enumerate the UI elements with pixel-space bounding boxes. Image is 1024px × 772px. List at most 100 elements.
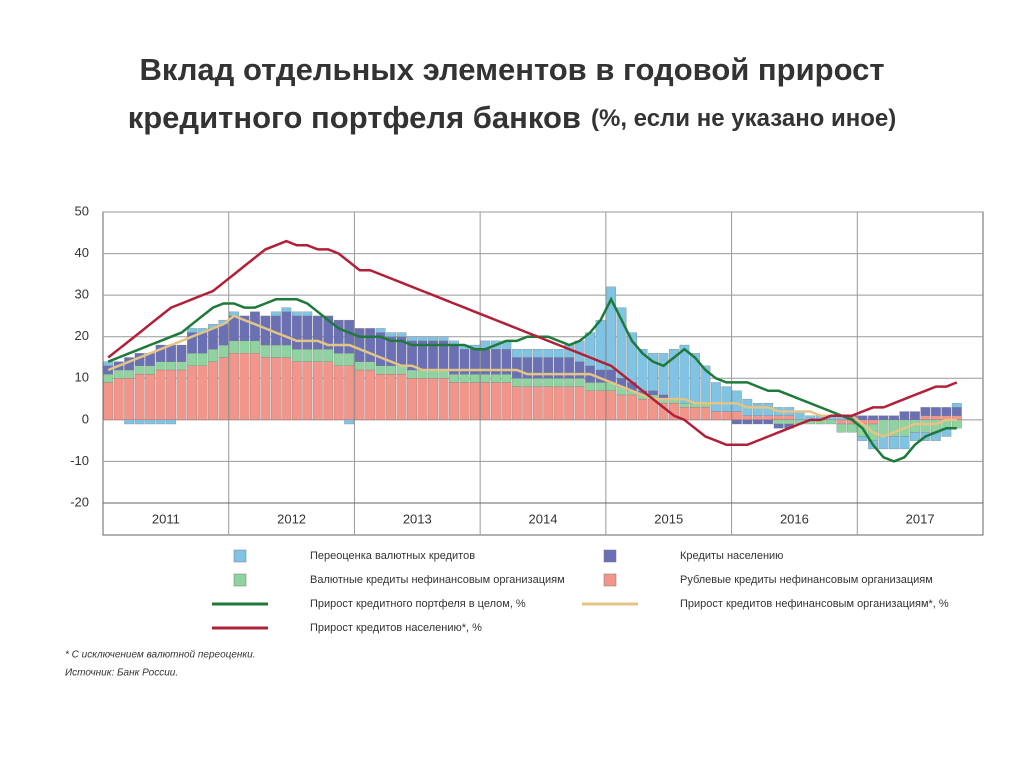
- y-tick-label: -20: [70, 494, 89, 509]
- bar: [365, 361, 376, 371]
- bar: [218, 324, 229, 346]
- bar: [721, 386, 732, 412]
- bar: [312, 315, 323, 350]
- bar: [155, 369, 166, 421]
- bar: [658, 353, 669, 396]
- bar: [333, 319, 344, 354]
- bar: [511, 349, 522, 358]
- bar: [501, 382, 512, 421]
- bar: [134, 373, 145, 421]
- bar: [679, 403, 690, 408]
- bar: [574, 361, 585, 379]
- bar: [134, 365, 145, 375]
- bar: [155, 344, 166, 362]
- bar: [731, 390, 742, 412]
- bar: [501, 373, 512, 383]
- bar: [459, 382, 470, 421]
- bar: [291, 311, 302, 317]
- bar: [113, 378, 124, 421]
- bar: [794, 411, 805, 421]
- bar: [490, 382, 501, 421]
- footnote: * С исключением валютной переоценки.: [65, 650, 255, 661]
- bar: [511, 378, 522, 387]
- bar: [229, 340, 239, 354]
- bar: [375, 328, 386, 333]
- bar: [920, 415, 931, 421]
- bar: [208, 328, 218, 350]
- legend-swatch: [233, 549, 247, 563]
- bar: [627, 394, 637, 421]
- bar: [386, 373, 396, 421]
- bar: [270, 344, 281, 358]
- bar: [951, 407, 962, 416]
- bar: [731, 411, 742, 421]
- bar: [281, 357, 292, 421]
- x-tick-label: 2016: [780, 511, 809, 526]
- bar: [826, 419, 836, 425]
- bar: [187, 365, 197, 421]
- bar: [847, 423, 857, 433]
- bar: [889, 436, 899, 450]
- bar: [208, 349, 218, 362]
- bar: [333, 353, 344, 366]
- bar: [648, 390, 658, 396]
- bar: [857, 436, 868, 441]
- bar: [312, 349, 323, 362]
- bar: [616, 307, 627, 379]
- bar: [218, 344, 229, 358]
- bar: [899, 411, 910, 421]
- bar: [532, 378, 543, 387]
- bar: [543, 378, 554, 387]
- bar: [354, 328, 365, 362]
- x-tick-label: 2017: [906, 511, 935, 526]
- bar: [438, 336, 449, 342]
- bar: [302, 315, 313, 350]
- bar: [532, 386, 543, 421]
- bar: [124, 369, 135, 379]
- bar: [585, 382, 596, 391]
- bar: [553, 349, 564, 358]
- bar: [176, 369, 187, 421]
- bar: [417, 378, 428, 421]
- x-tick-label: 2013: [403, 511, 432, 526]
- bar: [344, 365, 355, 421]
- bar: [124, 378, 135, 421]
- bar: [585, 390, 596, 421]
- bar: [490, 373, 501, 383]
- bar: [532, 349, 543, 358]
- bar: [679, 344, 690, 404]
- bar: [585, 332, 596, 366]
- bar: [155, 419, 166, 425]
- bar: [899, 436, 910, 450]
- bar: [951, 403, 962, 408]
- bars: [103, 286, 962, 450]
- x-tick-label: 2011: [152, 511, 180, 526]
- bar: [951, 419, 962, 429]
- bar: [606, 390, 616, 421]
- bar: [511, 357, 522, 379]
- bar: [323, 315, 334, 350]
- bar: [281, 311, 292, 346]
- legend-label: Рублевые кредиты нефинансовым организаци…: [680, 574, 933, 586]
- bar: [763, 419, 774, 425]
- bar: [920, 419, 931, 433]
- title-line: кредитного портфеля банков: [128, 100, 581, 135]
- bar: [396, 373, 407, 421]
- bar: [543, 349, 554, 358]
- bar: [239, 315, 250, 342]
- bar: [752, 419, 763, 425]
- bar: [229, 353, 239, 421]
- bar: [648, 353, 658, 391]
- bar: [218, 357, 229, 421]
- bar: [124, 419, 135, 425]
- bar: [470, 373, 480, 383]
- bar: [784, 415, 795, 421]
- bar: [103, 373, 114, 383]
- bar: [930, 407, 941, 416]
- bar: [323, 361, 334, 421]
- bar: [553, 378, 564, 387]
- legend-swatch: [603, 573, 617, 587]
- y-tick-label: 0: [82, 411, 89, 426]
